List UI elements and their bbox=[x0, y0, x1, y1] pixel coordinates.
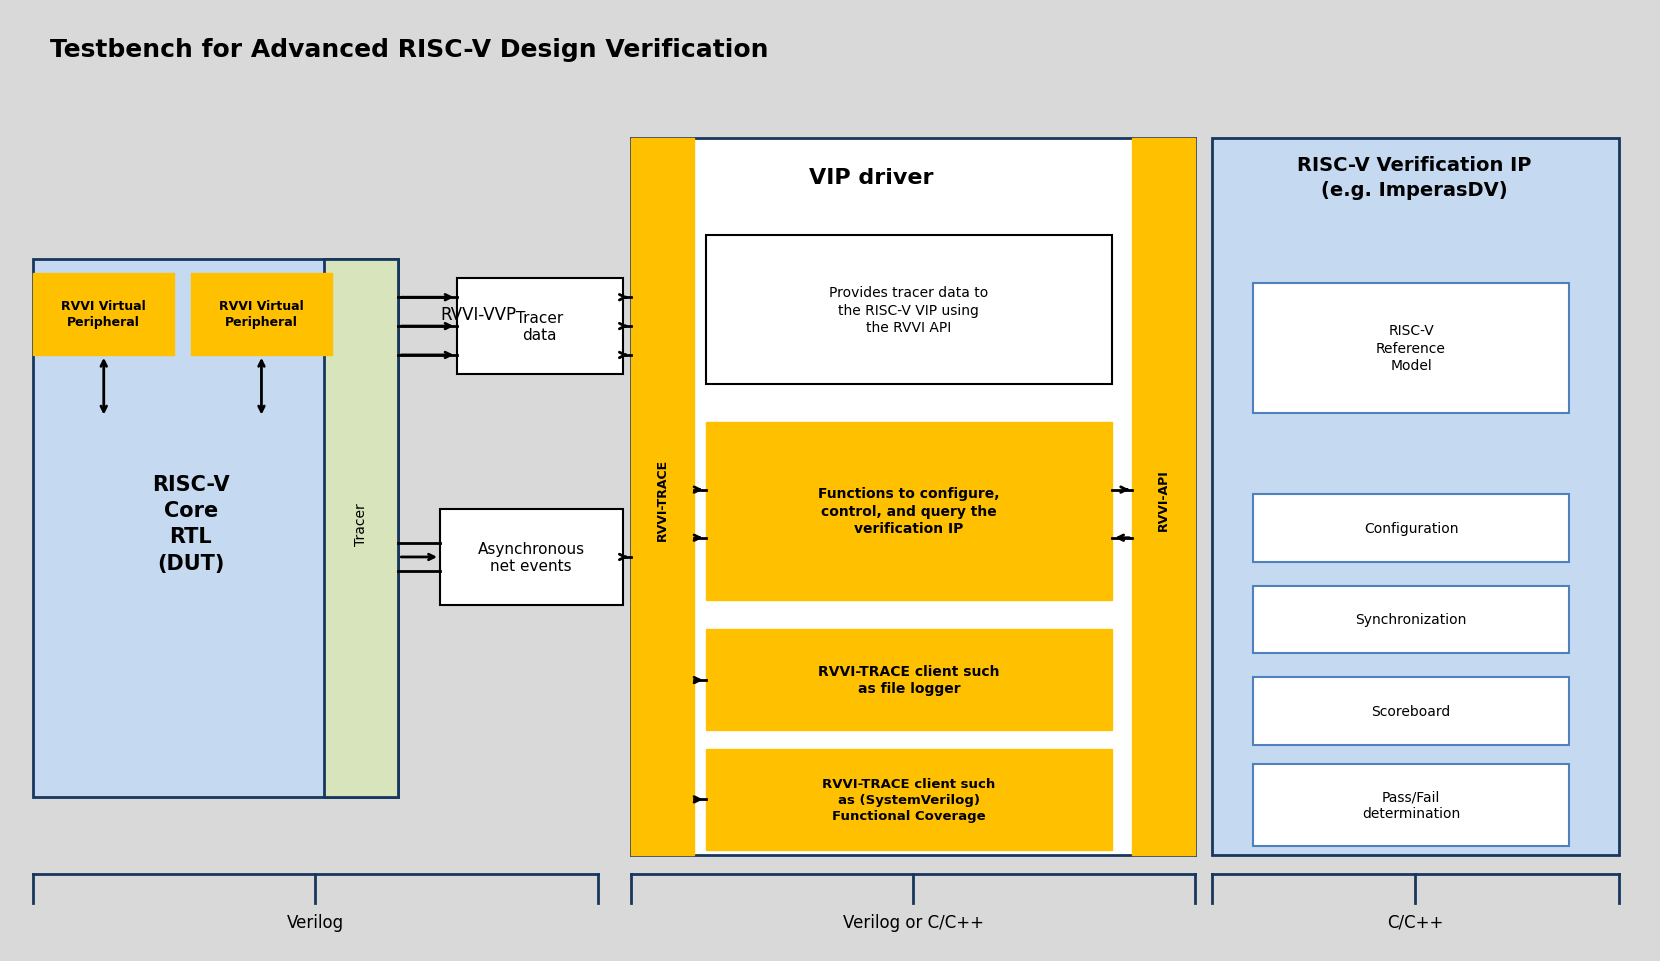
FancyBboxPatch shape bbox=[1212, 139, 1618, 855]
FancyBboxPatch shape bbox=[706, 423, 1112, 601]
Text: RISC-V
Reference
Model: RISC-V Reference Model bbox=[1376, 324, 1446, 373]
Text: Verilog or C/C++: Verilog or C/C++ bbox=[843, 913, 983, 931]
FancyBboxPatch shape bbox=[631, 139, 694, 855]
Text: Functions to configure,
control, and query the
verification IP: Functions to configure, control, and que… bbox=[818, 487, 999, 535]
FancyBboxPatch shape bbox=[1253, 283, 1569, 413]
Text: Tracer
data: Tracer data bbox=[516, 310, 563, 343]
Text: RVVI Virtual
Peripheral: RVVI Virtual Peripheral bbox=[61, 300, 146, 329]
Text: RVVI-TRACE client such
as file logger: RVVI-TRACE client such as file logger bbox=[818, 664, 999, 696]
Text: Synchronization: Synchronization bbox=[1355, 613, 1467, 627]
FancyBboxPatch shape bbox=[1253, 764, 1569, 846]
Text: RVVI Virtual
Peripheral: RVVI Virtual Peripheral bbox=[219, 300, 304, 329]
FancyBboxPatch shape bbox=[631, 139, 1195, 855]
Text: Pass/Fail
determination: Pass/Fail determination bbox=[1361, 789, 1461, 821]
Text: Testbench for Advanced RISC-V Design Verification: Testbench for Advanced RISC-V Design Ver… bbox=[50, 38, 769, 62]
Text: VIP driver: VIP driver bbox=[810, 168, 933, 187]
Text: RVVI-VVP: RVVI-VVP bbox=[440, 306, 516, 323]
Text: Asynchronous
net events: Asynchronous net events bbox=[478, 541, 584, 574]
Text: RVVI-API: RVVI-API bbox=[1157, 469, 1170, 530]
Text: Verilog: Verilog bbox=[287, 913, 344, 931]
FancyBboxPatch shape bbox=[1132, 139, 1195, 855]
FancyBboxPatch shape bbox=[440, 509, 622, 605]
FancyBboxPatch shape bbox=[33, 274, 174, 356]
FancyBboxPatch shape bbox=[706, 235, 1112, 384]
FancyBboxPatch shape bbox=[324, 259, 398, 798]
Text: Provides tracer data to
the RISC-V VIP using
the RVVI API: Provides tracer data to the RISC-V VIP u… bbox=[830, 286, 988, 334]
FancyBboxPatch shape bbox=[191, 274, 332, 356]
FancyBboxPatch shape bbox=[706, 750, 1112, 850]
Text: Scoreboard: Scoreboard bbox=[1371, 704, 1451, 718]
FancyBboxPatch shape bbox=[1253, 678, 1569, 745]
Text: C/C++: C/C++ bbox=[1388, 913, 1443, 931]
Text: Configuration: Configuration bbox=[1365, 522, 1457, 535]
Text: RISC-V
Core
RTL
(DUT): RISC-V Core RTL (DUT) bbox=[153, 474, 229, 574]
Text: RISC-V Verification IP
(e.g. ImperasDV): RISC-V Verification IP (e.g. ImperasDV) bbox=[1296, 156, 1532, 200]
FancyBboxPatch shape bbox=[1253, 495, 1569, 562]
FancyBboxPatch shape bbox=[1253, 586, 1569, 653]
Text: RVVI-TRACE: RVVI-TRACE bbox=[656, 458, 669, 541]
FancyBboxPatch shape bbox=[457, 279, 622, 375]
Text: Tracer: Tracer bbox=[354, 503, 369, 545]
FancyBboxPatch shape bbox=[706, 629, 1112, 730]
FancyBboxPatch shape bbox=[33, 259, 398, 798]
Text: RVVI-TRACE client such
as (SystemVerilog)
Functional Coverage: RVVI-TRACE client such as (SystemVerilog… bbox=[822, 777, 996, 822]
